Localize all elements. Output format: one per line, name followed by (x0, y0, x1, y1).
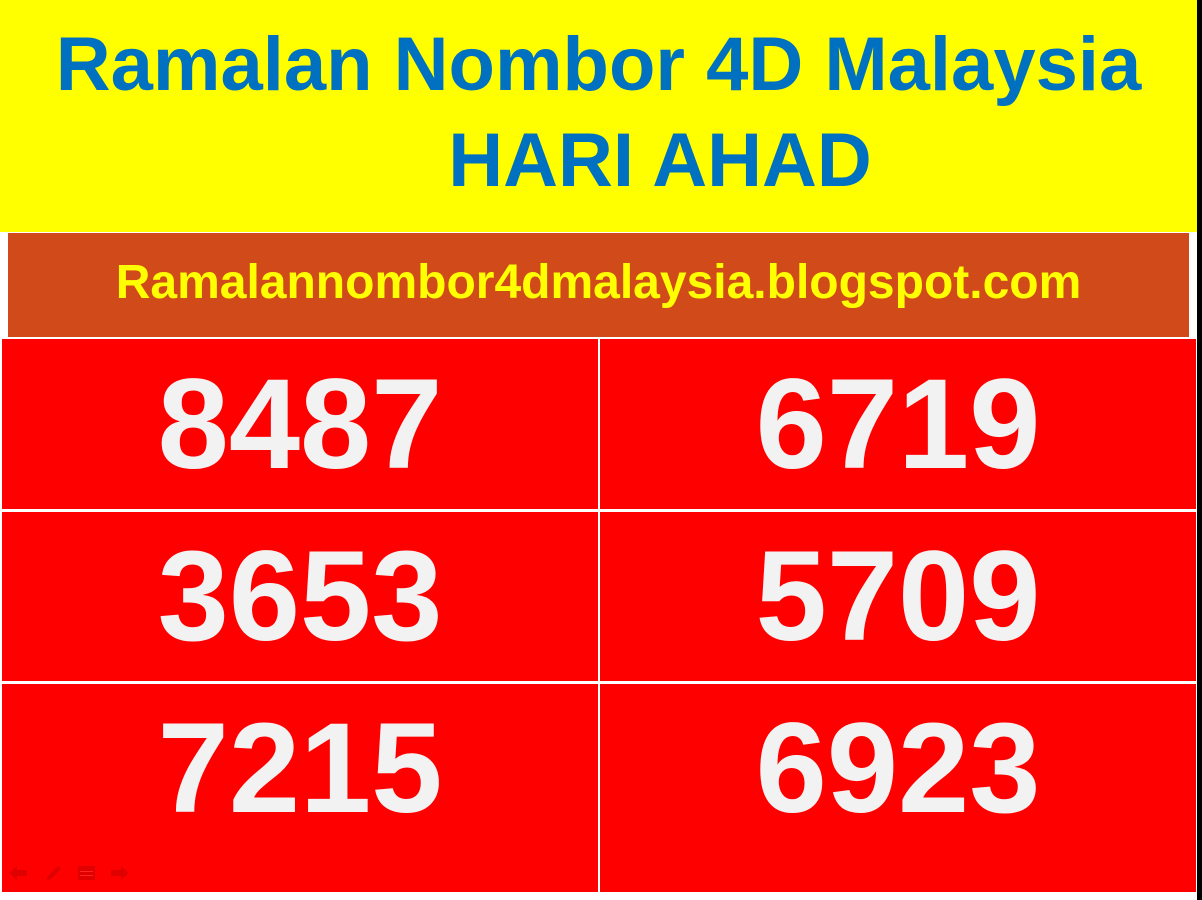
number-cell: 6923 (600, 684, 1196, 892)
number-cell: 7215 (2, 684, 598, 892)
right-border (1197, 0, 1202, 900)
title-header: Ramalan Nombor 4D Malaysia HARI AHAD (0, 0, 1197, 232)
url-banner: Ramalannombor4dmalaysia.blogspot.com (8, 233, 1189, 337)
number-cell: 3653 (2, 512, 598, 681)
arrow-left-icon[interactable] (8, 864, 28, 882)
blog-url: Ramalannombor4dmalaysia.blogspot.com (115, 256, 1082, 309)
number-cell: 5709 (600, 512, 1196, 681)
number-cell: 6719 (600, 339, 1196, 509)
arrow-right-icon[interactable] (110, 864, 130, 882)
title-line-2: HARI AHAD (448, 118, 872, 203)
menu-icon[interactable] (77, 864, 97, 882)
title-line-1: Ramalan Nombor 4D Malaysia (55, 22, 1142, 107)
pen-icon[interactable] (43, 864, 63, 882)
number-cell: 8487 (2, 339, 598, 509)
